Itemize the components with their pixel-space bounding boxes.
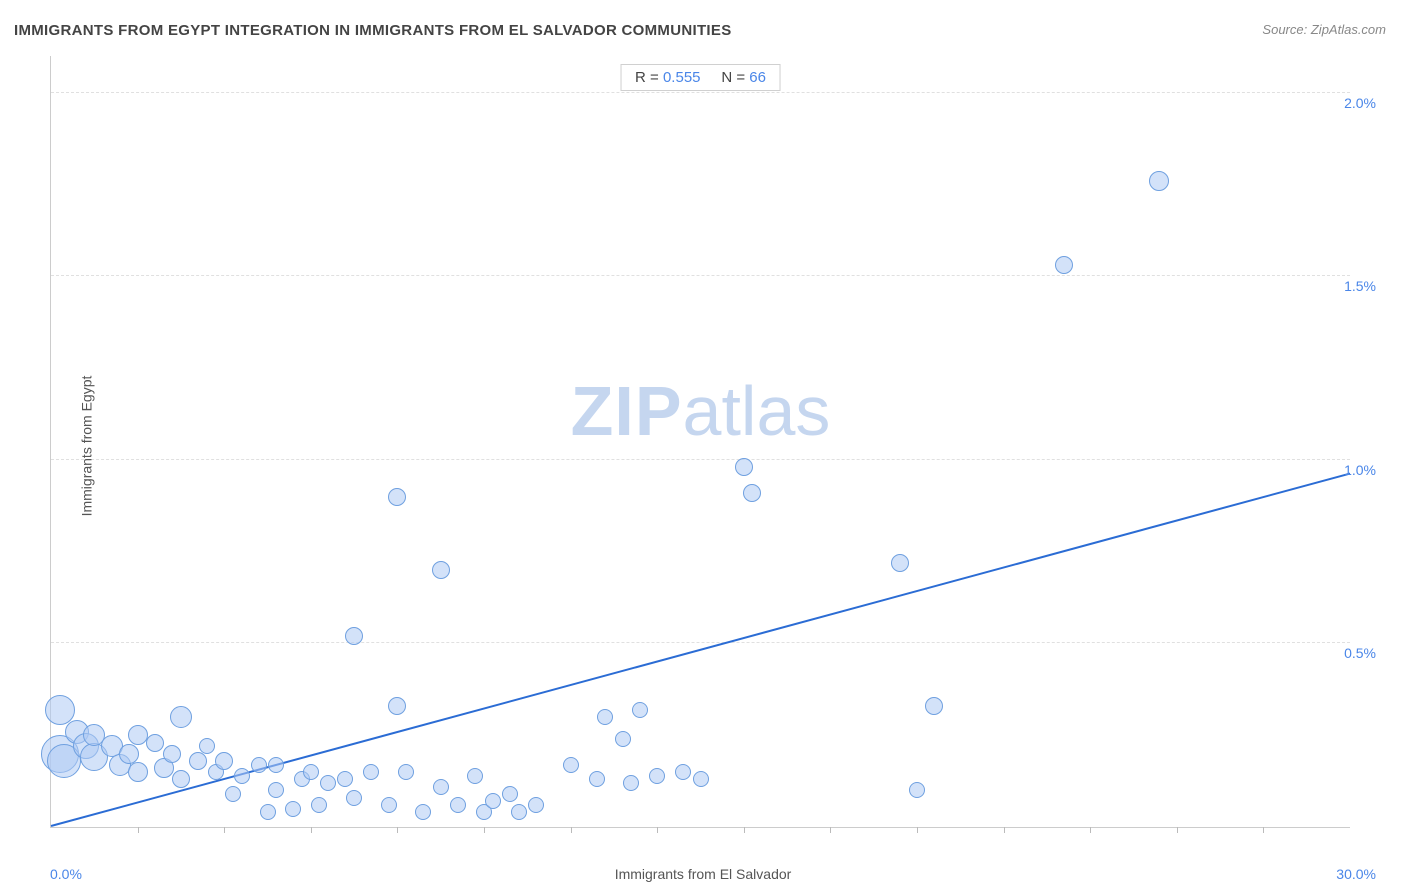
data-point (649, 768, 665, 784)
legend-box: R = 0.555 N = 66 (620, 64, 781, 91)
x-tick (484, 827, 485, 833)
x-tick (138, 827, 139, 833)
data-point (432, 561, 450, 579)
gridline (51, 92, 1350, 93)
x-tick (397, 827, 398, 833)
data-point (363, 764, 379, 780)
x-tick (657, 827, 658, 833)
gridline (51, 459, 1350, 460)
x-axis-label: Immigrants from El Salvador (615, 866, 792, 882)
y-axis-label: Immigrants from Egypt (78, 376, 94, 517)
data-point (909, 782, 925, 798)
y-tick-label: 1.5% (1344, 278, 1376, 294)
data-point (285, 801, 301, 817)
x-axis-max-label: 30.0% (1336, 866, 1376, 882)
data-point (189, 752, 207, 770)
data-point (502, 786, 518, 802)
data-point (303, 764, 319, 780)
data-point (119, 744, 139, 764)
legend-n-value: 66 (749, 69, 766, 86)
legend-n-label: N = (721, 69, 749, 86)
data-point (320, 775, 336, 791)
data-point (433, 779, 449, 795)
data-point (268, 782, 284, 798)
data-point (215, 752, 233, 770)
data-point (260, 804, 276, 820)
y-tick-label: 0.5% (1344, 645, 1376, 661)
data-point (163, 745, 181, 763)
data-point (128, 725, 148, 745)
y-tick-label: 1.0% (1344, 462, 1376, 478)
data-point (398, 764, 414, 780)
data-point (597, 709, 613, 725)
data-point (170, 706, 192, 728)
source-attribution: Source: ZipAtlas.com (1262, 22, 1386, 37)
legend-r-value: 0.555 (663, 69, 701, 86)
source-label: Source: (1262, 22, 1307, 37)
x-tick (1263, 827, 1264, 833)
data-point (511, 804, 527, 820)
data-point (268, 757, 284, 773)
legend-r-label: R = (635, 69, 663, 86)
y-tick-label: 2.0% (1344, 95, 1376, 111)
x-tick (1004, 827, 1005, 833)
data-point (415, 804, 431, 820)
x-tick (224, 827, 225, 833)
watermark-zip: ZIP (571, 372, 683, 450)
x-tick (1090, 827, 1091, 833)
data-point (528, 797, 544, 813)
data-point (388, 488, 406, 506)
gridline (51, 275, 1350, 276)
data-point (388, 697, 406, 715)
source-name: ZipAtlas.com (1311, 22, 1386, 37)
x-axis-min-label: 0.0% (50, 866, 82, 882)
data-point (615, 731, 631, 747)
data-point (199, 738, 215, 754)
data-point (311, 797, 327, 813)
gridline (51, 642, 1350, 643)
x-tick (311, 827, 312, 833)
plot-area: R = 0.555 N = 66 ZIPatlas (50, 56, 1350, 828)
data-point (632, 702, 648, 718)
data-point (345, 627, 363, 645)
x-tick (1177, 827, 1178, 833)
data-point (693, 771, 709, 787)
data-point (485, 793, 501, 809)
data-point (735, 458, 753, 476)
data-point (467, 768, 483, 784)
x-tick (744, 827, 745, 833)
data-point (1149, 171, 1169, 191)
data-point (45, 695, 75, 725)
x-tick (917, 827, 918, 833)
data-point (146, 734, 164, 752)
data-point (251, 757, 267, 773)
data-point (225, 786, 241, 802)
data-point (381, 797, 397, 813)
data-point (337, 771, 353, 787)
data-point (234, 768, 250, 784)
data-point (925, 697, 943, 715)
data-point (172, 770, 190, 788)
chart-title: IMMIGRANTS FROM EGYPT INTEGRATION IN IMM… (14, 22, 732, 39)
data-point (623, 775, 639, 791)
data-point (1055, 256, 1073, 274)
data-point (563, 757, 579, 773)
x-tick (571, 827, 572, 833)
data-point (589, 771, 605, 787)
watermark: ZIPatlas (571, 371, 831, 451)
data-point (450, 797, 466, 813)
data-point (128, 762, 148, 782)
data-point (346, 790, 362, 806)
x-tick (830, 827, 831, 833)
data-point (891, 554, 909, 572)
data-point (743, 484, 761, 502)
data-point (675, 764, 691, 780)
watermark-atlas: atlas (683, 372, 831, 450)
